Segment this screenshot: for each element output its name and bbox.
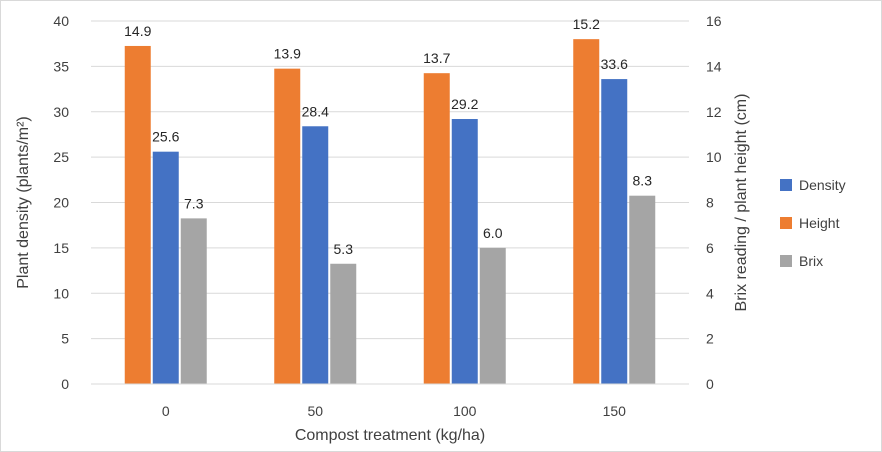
data-label-height: 13.9: [274, 46, 301, 62]
data-labels: 14.9 25.6 7.3 13.9 28.4 5.3 13.7 29.2 6.0 15.2 33.…: [124, 16, 652, 257]
x-tick-label: 100: [453, 403, 477, 419]
data-label-density: 33.6: [601, 56, 628, 72]
bars: [124, 39, 656, 385]
y2-tick-label: 10: [706, 149, 722, 165]
x-tick-label: 150: [603, 403, 627, 419]
bar-height: [573, 39, 600, 385]
y2-axis-ticks: 0 2 4 6 8 10 12 14 16: [706, 13, 722, 392]
data-label-brix: 7.3: [184, 195, 204, 211]
bar-brix: [330, 263, 357, 384]
data-label-brix: 5.3: [334, 241, 354, 257]
data-label-height: 14.9: [124, 23, 151, 39]
x-axis-ticks: 0 50 100 150: [162, 403, 626, 419]
x-tick-label: 0: [162, 403, 170, 419]
y2-tick-label: 0: [706, 376, 714, 392]
bar-height: [274, 68, 301, 385]
legend-label-brix: Brix: [799, 253, 823, 269]
legend-swatch-height: [780, 217, 792, 229]
data-label-brix: 8.3: [633, 173, 653, 189]
y2-tick-label: 2: [706, 331, 714, 347]
y-axis-ticks: 0 5 10 15 20 25 30 35 40: [53, 13, 69, 392]
bar-brix: [180, 218, 207, 384]
bar-brix: [629, 195, 656, 384]
bar-height: [124, 45, 151, 385]
y2-tick-label: 4: [706, 285, 714, 301]
y2-tick-label: 8: [706, 195, 714, 211]
bar-density: [302, 126, 329, 385]
y2-tick-label: 12: [706, 104, 722, 120]
data-label-height: 15.2: [573, 16, 600, 32]
y-tick-label: 5: [61, 331, 69, 347]
y-tick-label: 0: [61, 376, 69, 392]
y-axis-title: Plant density (plants/m²): [15, 116, 32, 289]
legend-label-height: Height: [799, 215, 840, 231]
y-tick-label: 35: [53, 58, 69, 74]
data-label-height: 13.7: [423, 50, 450, 66]
legend-swatch-density: [780, 179, 792, 191]
y-tick-label: 10: [53, 285, 69, 301]
y-tick-label: 40: [53, 13, 69, 29]
data-label-density: 29.2: [451, 96, 478, 112]
bar-density: [451, 119, 478, 384]
bar-density: [152, 151, 179, 384]
y2-tick-label: 16: [706, 13, 722, 29]
y2-axis-title: Brix reading / plant height (cm): [733, 94, 750, 312]
data-label-density: 25.6: [152, 129, 179, 145]
x-axis-title: Compost treatment (kg/ha): [295, 427, 485, 444]
x-tick-label: 50: [307, 403, 323, 419]
y-tick-label: 15: [53, 240, 69, 256]
y-tick-label: 30: [53, 104, 69, 120]
data-label-brix: 6.0: [483, 225, 503, 241]
legend-label-density: Density: [799, 177, 846, 193]
gridlines: [91, 20, 689, 340]
bar-density: [601, 79, 628, 384]
y2-tick-label: 14: [706, 58, 722, 74]
y-tick-label: 20: [53, 195, 69, 211]
legend: Density Height Brix: [780, 177, 846, 269]
data-label-density: 28.4: [302, 103, 329, 119]
y2-tick-label: 6: [706, 240, 714, 256]
bar-height: [423, 73, 450, 385]
legend-swatch-brix: [780, 255, 792, 267]
bar-brix: [479, 247, 506, 384]
y-tick-label: 25: [53, 149, 69, 165]
